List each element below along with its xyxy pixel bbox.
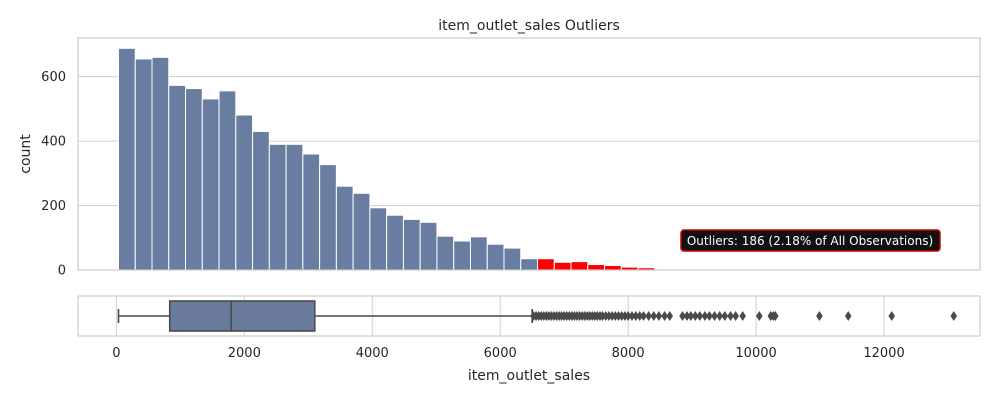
histogram-bar xyxy=(469,236,488,271)
histogram-bar xyxy=(436,235,455,271)
histogram-bar xyxy=(302,153,321,271)
histogram-bar xyxy=(352,192,371,271)
outlier-point xyxy=(706,310,713,322)
x-tick-label: 4000 xyxy=(356,346,389,361)
outlier-bar xyxy=(587,264,606,271)
histogram-bar xyxy=(134,58,153,271)
histogram-bar xyxy=(486,243,505,271)
outlier-point xyxy=(739,310,746,322)
outlier-point xyxy=(732,310,739,322)
y-tick-label: 600 xyxy=(41,70,66,85)
x-tick-label: 6000 xyxy=(484,346,517,361)
outlier-point xyxy=(816,310,823,322)
histogram-bar xyxy=(168,84,187,271)
histogram-bar xyxy=(319,164,337,271)
outlier-point xyxy=(950,310,958,322)
outlier-point xyxy=(687,310,695,322)
histogram-bar xyxy=(369,207,388,271)
boxplot-frame xyxy=(77,295,981,337)
outlier-point xyxy=(711,310,718,322)
histogram-bar xyxy=(218,90,237,271)
outlier-bar xyxy=(570,261,589,271)
histogram-bar xyxy=(419,221,438,271)
histogram-bar xyxy=(402,218,421,271)
chart-title: item_outlet_sales Outliers xyxy=(438,18,620,34)
boxplot xyxy=(117,300,958,332)
histogram-bar xyxy=(503,247,522,271)
histogram-bar xyxy=(453,240,471,271)
histogram-bar xyxy=(285,143,304,271)
histogram-bar xyxy=(235,114,254,271)
histogram-bar xyxy=(117,47,136,271)
outlier-point xyxy=(716,310,723,322)
outlier-point xyxy=(679,310,686,322)
histogram-bar xyxy=(268,143,287,271)
histogram-bar xyxy=(151,56,170,271)
outlier-point xyxy=(701,310,709,322)
y-tick-label: 400 xyxy=(41,135,66,150)
outlier-point xyxy=(640,310,647,322)
outlier-point xyxy=(756,310,763,322)
annotation-box xyxy=(680,229,941,252)
outlier-point xyxy=(844,310,852,322)
outlier-point xyxy=(661,310,668,322)
x-tick-label: 2000 xyxy=(228,346,261,361)
y-tick-label: 0 xyxy=(58,264,66,279)
outlier-point xyxy=(772,310,779,322)
histogram-bar xyxy=(185,88,203,271)
x-axis-ticks: 0 2000 4000 6000 8000 10000 12000 xyxy=(112,346,904,361)
outlier-point xyxy=(696,310,704,322)
annotation-text: Outliers: 186 (2.18% of All Observations… xyxy=(687,234,933,248)
x-tick-label: 0 xyxy=(112,346,120,361)
histogram-bar xyxy=(252,130,270,271)
y-tick-label: 200 xyxy=(41,199,66,214)
histogram-bar xyxy=(520,258,539,271)
iqr-box xyxy=(168,300,316,332)
outlier-point xyxy=(721,310,729,322)
outlier-point xyxy=(666,310,674,322)
histogram-bar xyxy=(201,98,220,271)
x-tick-label: 12000 xyxy=(863,346,904,361)
outlier-point xyxy=(650,310,658,322)
x-axis-label: item_outlet_sales xyxy=(468,368,590,384)
outlier-annotation: Outliers: 186 (2.18% of All Observations… xyxy=(680,229,941,252)
outlier-bar xyxy=(537,258,555,271)
outlier-bar xyxy=(604,264,622,271)
histogram-bars xyxy=(117,47,958,271)
outlier-point xyxy=(645,310,652,322)
x-tick-label: 8000 xyxy=(612,346,645,361)
outlier-point xyxy=(692,310,699,322)
outlier-bar xyxy=(553,261,572,271)
y-axis-label: count xyxy=(18,134,34,174)
x-tick-label: 10000 xyxy=(735,346,776,361)
histogram-bar xyxy=(335,185,354,271)
histogram-bar xyxy=(386,214,404,271)
histogram-frame xyxy=(77,37,981,271)
histogram-y-ticks: 0 200 400 600 xyxy=(41,70,66,278)
outlier-point xyxy=(727,310,734,322)
outlier-point xyxy=(655,310,663,322)
outlier-point xyxy=(888,310,896,322)
